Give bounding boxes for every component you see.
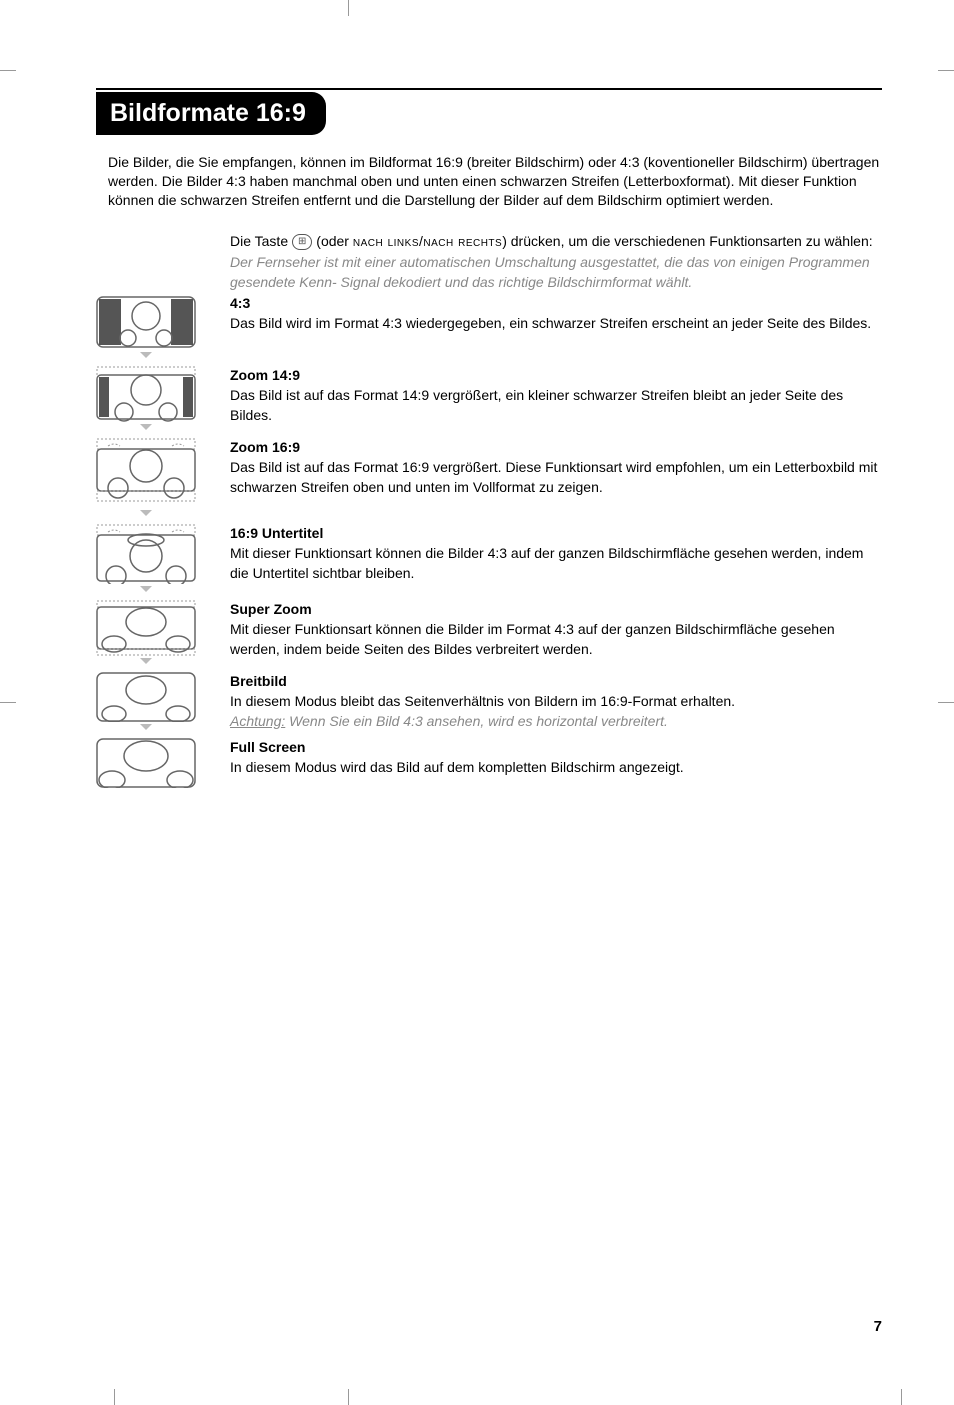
section-full: Full Screen In diesem Modus wird das Bil… [96,738,882,788]
section-title: Super Zoom [230,600,882,620]
crop-mark [938,70,954,71]
crop-mark [0,70,16,71]
lead-note: Der Fernseher ist mit einer automatische… [230,253,882,292]
section-4-3: 4:3 Das Bild wird im Format 4:3 wiederge… [96,294,882,360]
section-body: Das Bild ist auf das Format 14:9 vergröß… [230,386,882,425]
arrow-down-icon [140,352,152,358]
crop-mark [901,1389,902,1405]
heading-bar: Bildformate 16:9 [96,88,882,135]
tv-icon-14-9 [96,366,196,422]
tv-icon-superzoom [96,600,196,656]
tv-icon-16-9 [96,438,196,508]
section-title: 4:3 [230,294,882,314]
section-body: Das Bild ist auf das Format 16:9 vergröß… [230,458,882,497]
lead-paragraph: Die Taste ⊞ (oder nach links/nach rechts… [230,232,882,252]
section-title: 16:9 Untertitel [230,524,882,544]
section-subtitle: 16:9 Untertitel Mit dieser Funktionsart … [96,524,882,594]
body-text: In diesem Modus bleibt das Seitenverhält… [230,693,735,709]
arrow-down-icon [140,424,152,430]
lead-keys: nach links/nach rechts [353,233,502,249]
format-button-icon: ⊞ [292,234,312,250]
section-zoom-14-9: Zoom 14:9 Das Bild ist auf das Format 14… [96,366,882,432]
section-title: Zoom 16:9 [230,438,882,458]
section-title: Zoom 14:9 [230,366,882,386]
note-text: Wenn Sie ein Bild 4:3 ansehen, wird es h… [285,713,668,729]
crop-mark [348,1389,349,1405]
page-number: 7 [874,1318,882,1335]
tv-icon-wide [96,672,196,722]
crop-mark [938,702,954,703]
section-wide: Breitbild In diesem Modus bleibt das Sei… [96,672,882,732]
arrow-down-icon [140,658,152,664]
section-body: In diesem Modus wird das Bild auf dem ko… [230,758,882,778]
section-title: Full Screen [230,738,882,758]
lead-mid: (oder [312,233,352,249]
tv-icon-subtitle [96,524,196,584]
intro-paragraph: Die Bilder, die Sie empfangen, können im… [108,153,882,210]
arrow-down-icon [140,586,152,592]
crop-mark [0,702,16,703]
section-body: In diesem Modus bleibt das Seitenverhält… [230,692,882,731]
page-title: Bildformate 16:9 [96,92,326,135]
lead-suffix: ) drücken, um die verschiedenen Funktion… [502,233,872,249]
tv-icon-full [96,738,196,788]
lead-prefix: Die Taste [230,233,292,249]
section-body: Mit dieser Funktionsart können die Bilde… [230,544,882,583]
section-zoom-16-9: Zoom 16:9 Das Bild ist auf das Format 16… [96,438,882,518]
tv-icon-4-3 [96,294,196,350]
arrow-down-icon [140,724,152,730]
section-body: Das Bild wird im Format 4:3 wiedergegebe… [230,314,882,334]
crop-mark [348,0,349,16]
note-label: Achtung: [230,713,285,729]
section-superzoom: Super Zoom Mit dieser Funktionsart könne… [96,600,882,666]
section-title: Breitbild [230,672,882,692]
arrow-down-icon [140,510,152,516]
section-body: Mit dieser Funktionsart können die Bilde… [230,620,882,659]
crop-mark [114,1389,115,1405]
